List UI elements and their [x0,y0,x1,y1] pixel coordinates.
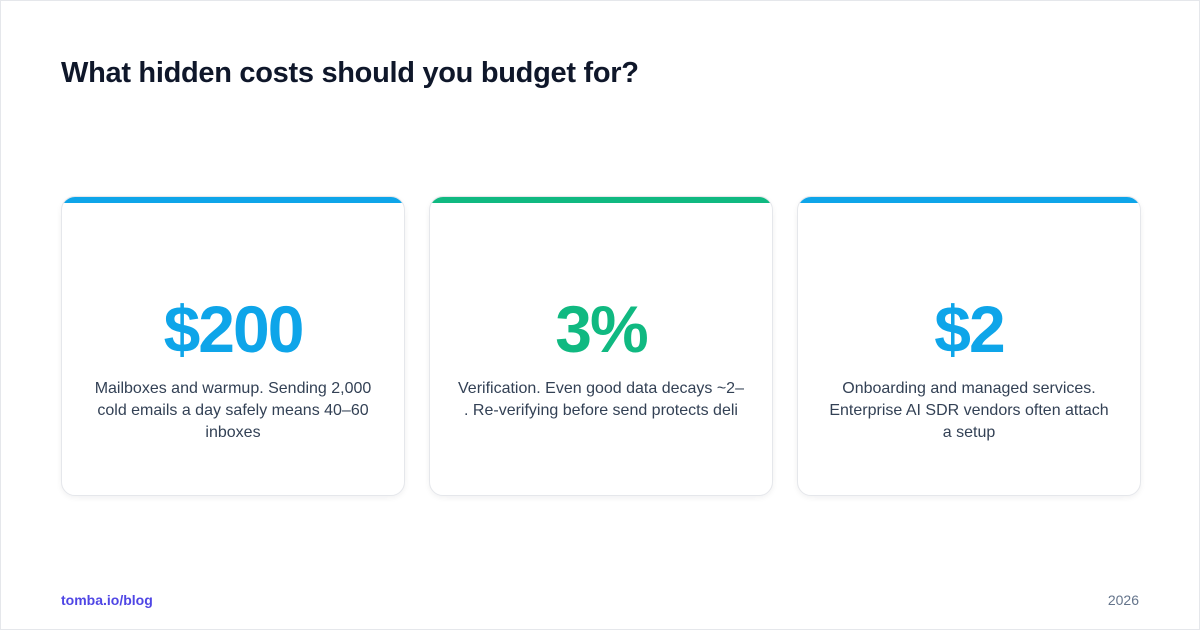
card-value: $2 [934,292,1005,366]
card-accent-bar [430,197,772,203]
card-accent-bar [798,197,1140,203]
card-description: Mailboxes and warmup. Sending 2,000 cold… [94,380,372,441]
card-description: Onboarding and managed services. Enterpr… [829,380,1109,441]
card-value: $200 [163,292,305,366]
card-value: 3% [555,292,648,366]
footer-year: 2026 [1107,592,1139,608]
card-description: Verification. Even good data decays ~2– … [458,380,744,419]
cost-card-onboarding: $2 Onboarding and managed services. Ente… [797,196,1141,496]
cost-cards: $200 Mailboxes and warmup. Sending 2,000… [61,196,1141,496]
cost-card-verification: 3% Verification. Even good data decays ~… [429,196,773,496]
blog-link[interactable]: tomba.io/blog [61,592,153,608]
cost-card-mailboxes: $200 Mailboxes and warmup. Sending 2,000… [61,196,405,496]
page-title: What hidden costs should you budget for? [61,57,639,89]
card-accent-bar [62,197,404,203]
